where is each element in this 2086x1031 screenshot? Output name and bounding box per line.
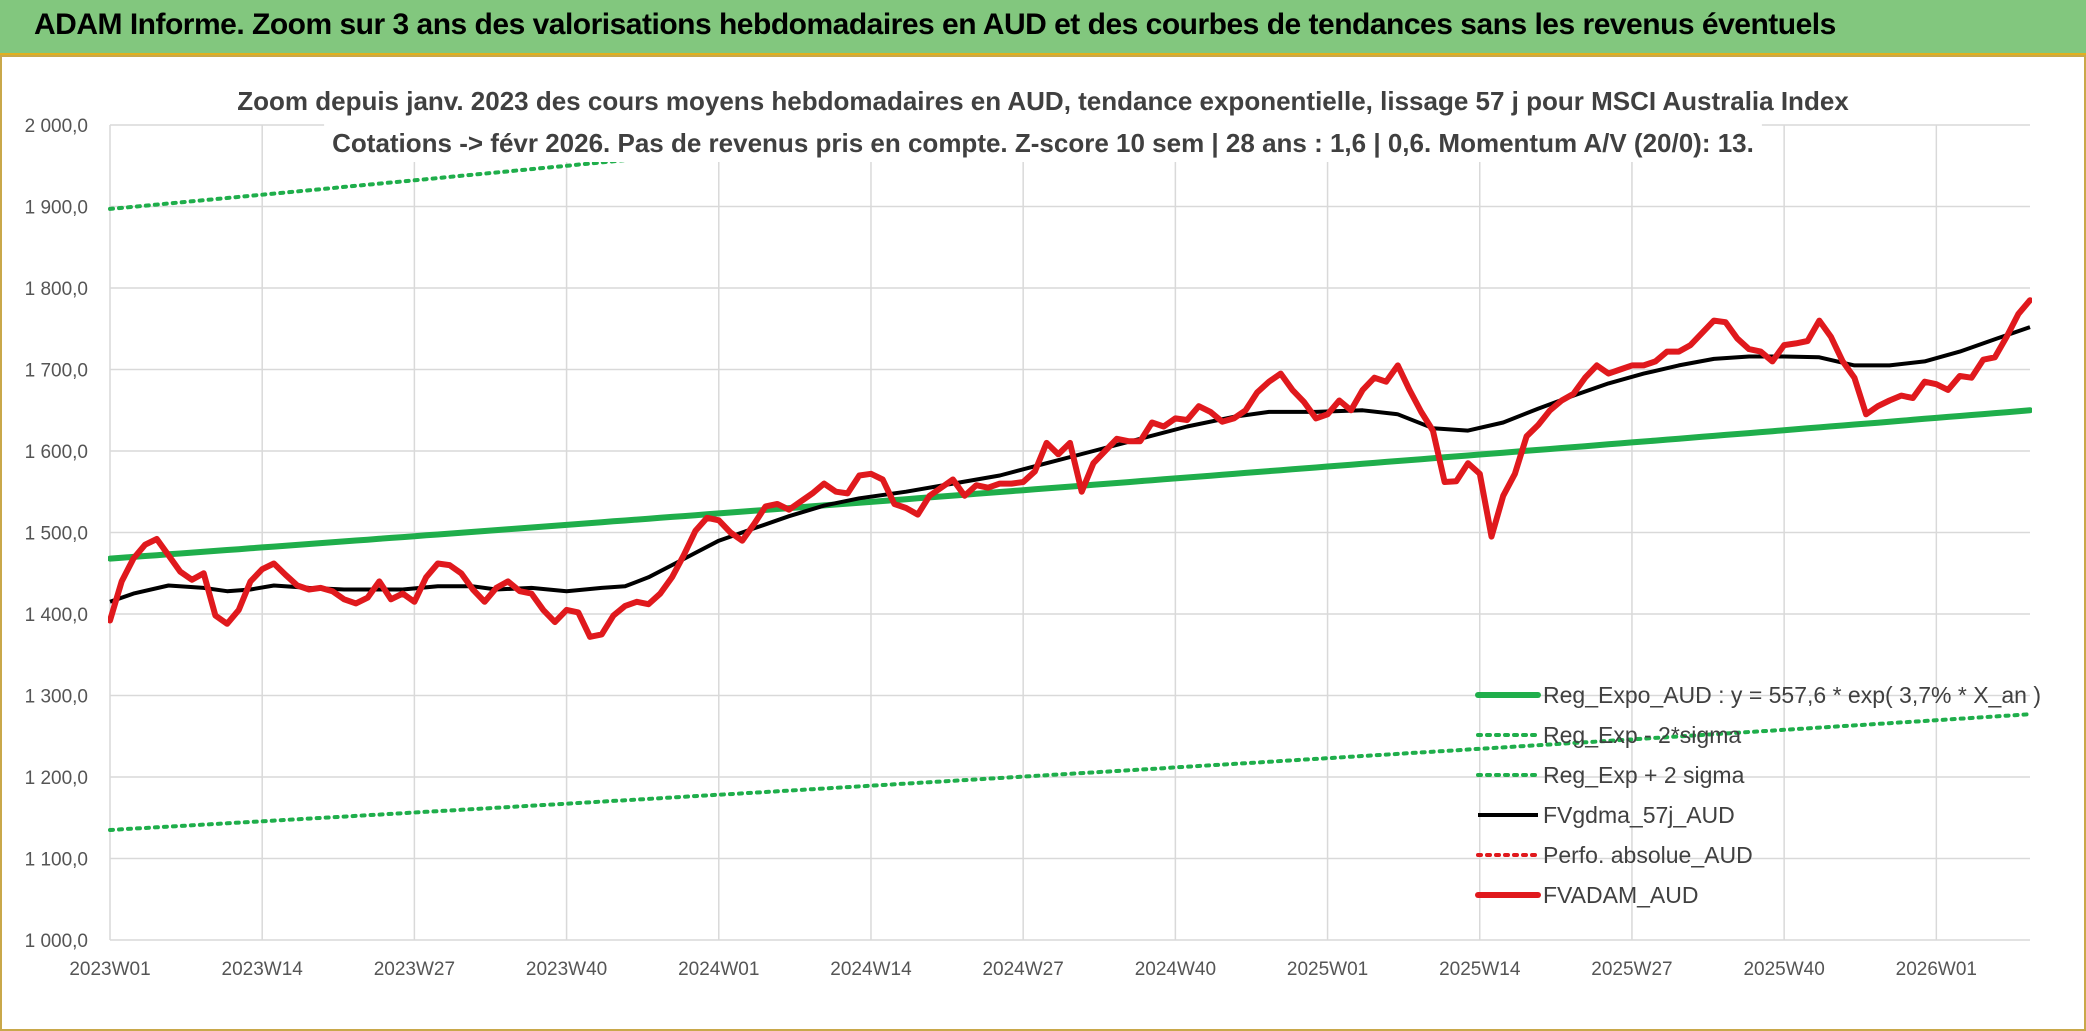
subtitle-background [324, 122, 1762, 162]
report-title: ADAM Informe. Zoom sur 3 ans des valoris… [34, 8, 1836, 41]
report-banner: ADAM Informe. Zoom sur 3 ans des valoris… [0, 0, 2086, 55]
legend-reg-plus-2sigma-label: Reg_Exp + 2 sigma [1543, 762, 1745, 788]
chart-subtitle: Zoom depuis janv. 2023 des cours moyens … [229, 80, 1858, 162]
x-tick-label: 2024W40 [1135, 959, 1216, 980]
x-tick-label: 2024W27 [982, 959, 1063, 980]
subtitle-background [229, 80, 1858, 120]
series-fvgdma-57j [109, 325, 2031, 604]
x-tick-label: 2026W01 [1896, 959, 1977, 980]
legend-reg-minus-2sigma-label: Reg_Exp - 2*sigma [1543, 722, 1741, 748]
y-tick-label: 1 900,0 [25, 198, 88, 219]
grid-lines [109, 124, 2030, 941]
legend-fvgdma-57j-label: FVgdma_57j_AUD [1543, 802, 1735, 828]
legend-perfo-absolue-label: Perfo. absolue_AUD [1543, 842, 1753, 868]
x-tick-label: 2025W27 [1591, 959, 1672, 980]
legend-fvadam-label: FVADAM_AUD [1543, 882, 1699, 908]
x-tick-label: 2023W14 [222, 959, 304, 980]
series-fvadam [108, 297, 2032, 640]
axis-labels: 1 000,0 1 100,0 1 200,0 1 300,0 1 400,0 1 500… [25, 116, 1977, 980]
y-tick-label: 2 000,0 [25, 116, 88, 137]
x-tick-label: 2023W27 [374, 959, 455, 980]
y-tick-label: 1 600,0 [25, 442, 88, 463]
y-tick-label: 1 300,0 [25, 687, 88, 708]
x-tick-label: 2024W01 [678, 959, 759, 980]
x-tick-label: 2023W01 [69, 959, 150, 980]
y-tick-label: 1 100,0 [25, 850, 88, 871]
chart-legend: Reg_Expo_AUD : y = 557,6 * exp( 3,7% * X… [1475, 682, 2041, 908]
x-tick-label: 2025W01 [1287, 959, 1368, 980]
series-lines [108, 123, 2032, 832]
series-reg-expo [108, 407, 2032, 562]
y-tick-label: 1 000,0 [25, 931, 88, 952]
y-tick-label: 1 400,0 [25, 605, 88, 626]
y-tick-label: 1 200,0 [25, 768, 88, 789]
x-tick-label: 2023W40 [526, 959, 607, 980]
legend-reg-expo-label: Reg_Expo_AUD : y = 557,6 * exp( 3,7% * X… [1543, 682, 2041, 708]
subtitle-line: Zoom depuis janv. 2023 des cours moyens … [237, 86, 1849, 116]
x-tick-label: 2025W14 [1439, 959, 1521, 980]
series-reg-minus-2sigma [108, 712, 2032, 832]
subtitle-line: Cotations -> févr 2026. Pas de revenus p… [332, 128, 1754, 158]
y-tick-label: 1 700,0 [25, 361, 88, 382]
x-tick-label: 2025W40 [1743, 959, 1824, 980]
x-tick-label: 2024W14 [830, 959, 912, 980]
y-tick-label: 1 800,0 [25, 279, 88, 300]
y-tick-label: 1 500,0 [25, 524, 88, 545]
chart-frame [0, 55, 2086, 1031]
